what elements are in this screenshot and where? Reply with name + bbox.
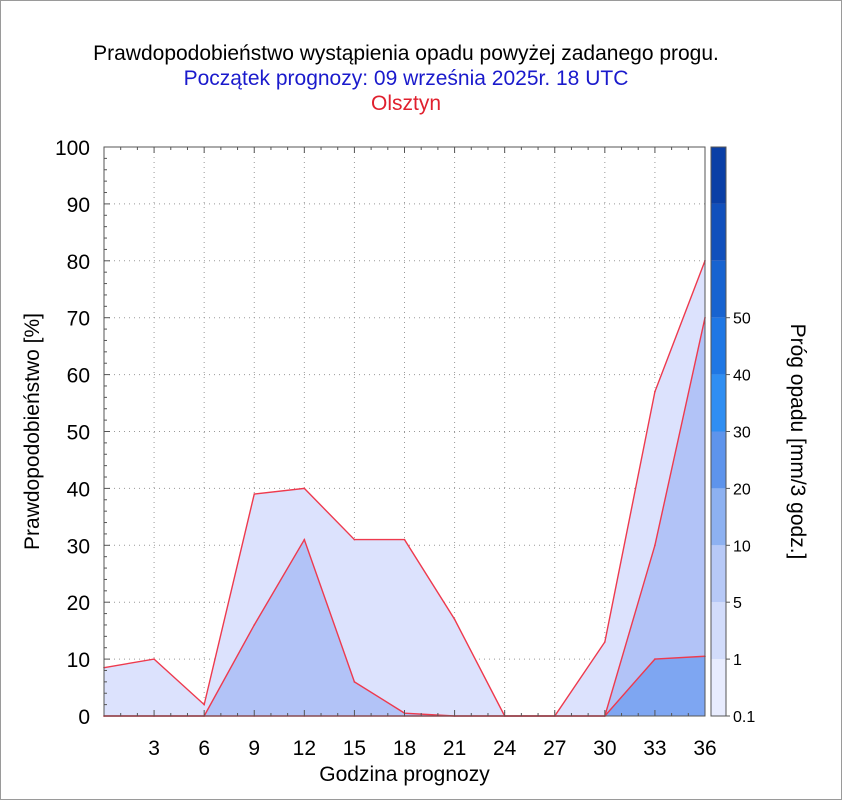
data-point bbox=[303, 538, 306, 541]
y-tick-label: 70 bbox=[67, 308, 90, 331]
data-point bbox=[654, 658, 656, 660]
y-tick-label: 30 bbox=[67, 535, 90, 558]
colorbar-tick-label: 20 bbox=[733, 481, 751, 498]
x-tick-label: 6 bbox=[198, 737, 210, 760]
colorbar-segment bbox=[711, 203, 726, 261]
colorbar-segment bbox=[711, 317, 726, 375]
x-tick-label: 21 bbox=[443, 737, 466, 760]
data-point bbox=[353, 681, 356, 683]
x-tick-label: 18 bbox=[393, 737, 416, 760]
colorbar-segment bbox=[711, 374, 726, 432]
location-label: Olsztyn bbox=[370, 92, 441, 115]
area-series-0_1 bbox=[104, 260, 705, 716]
colorbar-tick-label: 10 bbox=[733, 538, 751, 555]
x-tick-label: 27 bbox=[543, 737, 566, 760]
y-tick-label: 20 bbox=[67, 592, 90, 615]
colorbar-segment bbox=[711, 602, 726, 660]
colorbar-tick-label: 1 bbox=[733, 652, 742, 669]
data-point bbox=[403, 538, 406, 541]
y-tick-label: 60 bbox=[67, 365, 90, 388]
x-tick-label: 36 bbox=[693, 737, 716, 760]
x-tick-label: 12 bbox=[293, 737, 316, 760]
data-point bbox=[253, 624, 256, 626]
x-tick-label: 15 bbox=[343, 737, 366, 760]
data-point bbox=[203, 703, 205, 706]
y-tick-label: 10 bbox=[67, 649, 90, 672]
y-tick-label: 80 bbox=[67, 251, 90, 274]
colorbar-segment bbox=[711, 147, 726, 204]
area-series-5 bbox=[104, 656, 705, 716]
y-tick-label: 40 bbox=[67, 478, 90, 501]
colorbar-label: Próg opadu [mm/3 godz.] bbox=[786, 324, 809, 560]
colorbar-segment bbox=[711, 488, 726, 546]
colorbar-segment bbox=[711, 431, 726, 489]
colorbar-segment bbox=[711, 545, 726, 603]
data-point bbox=[604, 641, 606, 643]
colorbar-tick-label: 50 bbox=[733, 311, 751, 328]
colorbar-segment bbox=[711, 260, 726, 318]
data-point bbox=[253, 493, 256, 495]
colorbar-tick-label: 0.1 bbox=[733, 709, 755, 726]
colorbar-segment bbox=[711, 659, 726, 716]
x-tick-label: 9 bbox=[248, 737, 260, 760]
x-axis-label: Godzina prognozy bbox=[319, 763, 490, 786]
data-point bbox=[353, 538, 356, 541]
y-tick-label: 90 bbox=[67, 194, 90, 217]
colorbar-tick-label: 40 bbox=[733, 368, 751, 385]
data-point bbox=[654, 390, 656, 393]
x-tick-label: 24 bbox=[493, 737, 517, 760]
y-tick-label: 50 bbox=[67, 422, 90, 445]
chart-subtitle: Początek prognozy: 09 września 2025r. 18… bbox=[183, 67, 629, 90]
x-tick-label: 33 bbox=[643, 737, 666, 760]
y-axis-label: Prawdopodobieństwo [%] bbox=[21, 313, 44, 550]
chart-title: Prawdopodobieństwo wystąpienia opadu pow… bbox=[93, 42, 719, 65]
data-point bbox=[153, 658, 155, 660]
y-tick-label: 0 bbox=[78, 706, 90, 729]
colorbar-tick-label: 5 bbox=[733, 595, 742, 612]
y-tick-label: 100 bbox=[55, 137, 90, 160]
data-point bbox=[303, 487, 306, 490]
data-point bbox=[654, 544, 656, 547]
colorbar-tick-label: 30 bbox=[733, 425, 751, 442]
data-point bbox=[453, 618, 456, 621]
x-tick-label: 3 bbox=[148, 737, 160, 760]
x-tick-label: 30 bbox=[593, 737, 616, 760]
